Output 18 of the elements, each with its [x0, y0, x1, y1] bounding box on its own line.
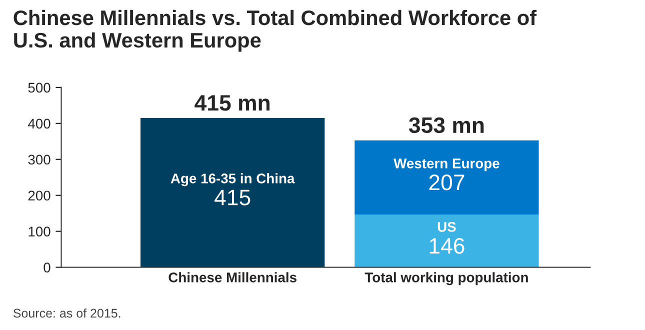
- chart-title: Chinese Millennials vs. Total Combined Workforce of U.S. and Western Europe: [14, 10, 537, 52]
- data-label: 207: [429, 174, 464, 190]
- source-note: Source: as of 2015.: [13, 308, 120, 318]
- y-tick-label: 100: [28, 226, 50, 236]
- y-tick-label: 0: [44, 262, 50, 272]
- data-label: 146: [430, 238, 464, 254]
- data-label: 415: [214, 190, 250, 206]
- y-tick-label: 400: [28, 118, 50, 129]
- series-label: US: [438, 222, 456, 232]
- y-tick-label: 200: [28, 190, 50, 201]
- total-label: 415 mn: [194, 95, 270, 111]
- y-tick-label: 500: [28, 82, 50, 93]
- total-label: 353 mn: [408, 117, 484, 134]
- series-label: Age 16-35 in China: [170, 173, 295, 186]
- x-tick-label: Chinese Millennials: [168, 272, 296, 282]
- x-tick-label: Total working population: [364, 272, 528, 286]
- series-label: Western Europe: [394, 158, 500, 172]
- y-tick-label: 300: [28, 154, 50, 165]
